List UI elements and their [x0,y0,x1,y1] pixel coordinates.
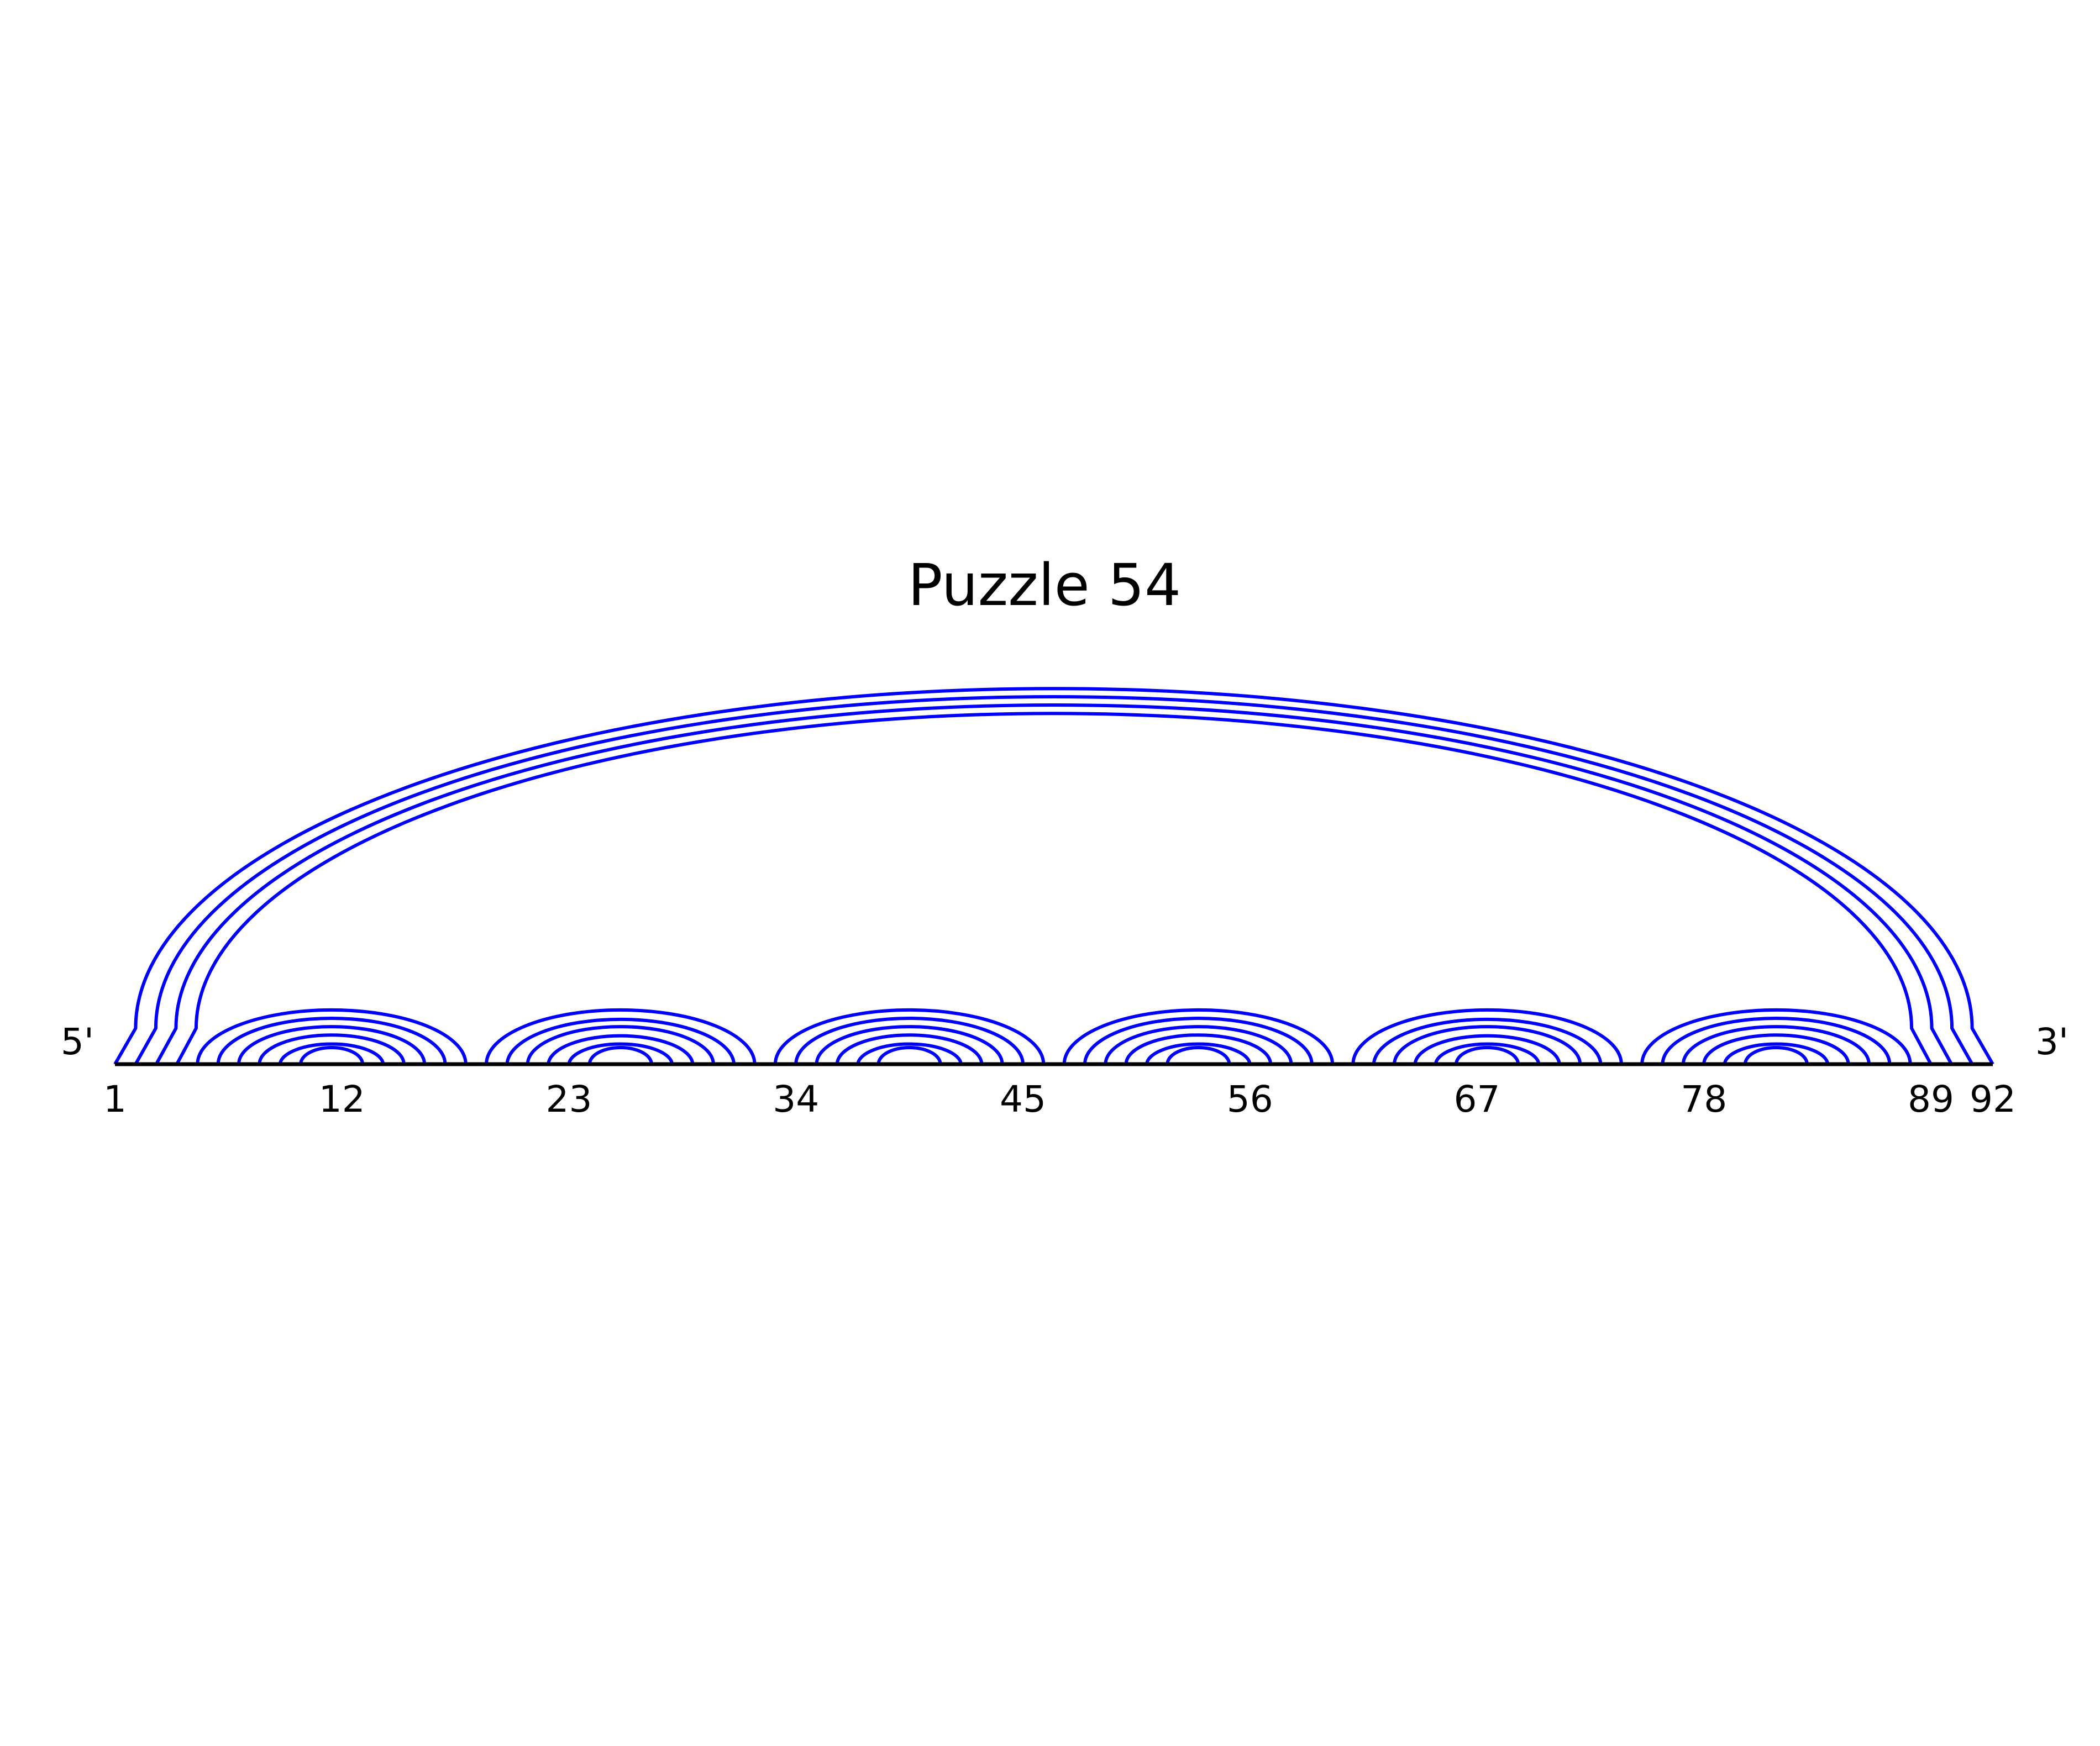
base-pair-arc-21-30 [526,1025,715,1065]
three-prime-label: 3' [2035,1021,2068,1063]
base-pair-arc-35-44 [815,1025,1004,1065]
base-pair-arc-65-70 [1434,1042,1541,1065]
base-pair-arc-38-41 [876,1046,942,1065]
base-pair-arc-7-16 [237,1025,427,1065]
base-pair-arc-1-92 [113,687,1994,1065]
base-pair-arc-20-31 [505,1017,736,1065]
base-pair-arc-3-90 [155,703,1953,1065]
base-pair-arc-33-46 [773,1008,1046,1065]
position-tick-labels: 1 12 23 34 45 56 67 78 89 92 [103,1078,2016,1121]
base-pair-arc-80-83 [1743,1046,1809,1065]
base-pair-arc-66-69 [1455,1046,1520,1065]
base-pair-arcs [113,687,1994,1065]
base-pair-arc-37-42 [856,1042,963,1065]
base-pair-arc-50-57 [1124,1033,1273,1065]
base-pair-arc-76-87 [1661,1017,1892,1065]
base-pair-arc-34-45 [794,1017,1025,1065]
base-pair-arc-5-18 [196,1008,468,1065]
base-pair-arc-6-17 [216,1017,447,1065]
base-pair-arc-49-58 [1104,1025,1293,1065]
base-pair-arc-19-32 [485,1008,757,1065]
tick-label-23: 23 [546,1078,592,1121]
diagram-title: Puzzle 54 [908,551,1181,619]
base-pair-arc-4-89 [175,712,1933,1065]
base-pair-arc-52-55 [1166,1046,1231,1065]
base-pair-arc-24-27 [587,1046,653,1065]
tick-label-92: 92 [1970,1078,2016,1121]
base-pair-arc-2-91 [134,695,1974,1065]
base-pair-arc-64-71 [1413,1034,1561,1065]
base-pair-arc-9-14 [278,1042,385,1065]
tick-label-1: 1 [103,1078,127,1121]
five-prime-label: 5' [61,1021,94,1063]
base-pair-arc-75-88 [1640,1008,1912,1065]
tick-label-78: 78 [1681,1078,1727,1121]
base-pair-arc-51-56 [1145,1042,1252,1065]
base-pair-arc-22-29 [547,1034,695,1065]
tick-label-67: 67 [1454,1078,1500,1121]
base-pair-arc-62-73 [1372,1017,1603,1065]
tick-label-56: 56 [1227,1078,1273,1121]
base-pair-arc-63-72 [1393,1025,1582,1065]
tick-label-34: 34 [773,1078,819,1121]
base-pair-arc-47-60 [1062,1008,1335,1065]
base-pair-arc-78-85 [1702,1033,1850,1065]
base-pair-arc-61-74 [1351,1008,1623,1065]
tick-label-89: 89 [1908,1078,1954,1121]
base-pair-arc-77-86 [1681,1025,1871,1065]
base-pair-arc-8-15 [258,1033,406,1065]
base-pair-arc-10-13 [299,1046,365,1065]
tick-label-12: 12 [319,1078,365,1121]
base-pair-arc-79-84 [1723,1042,1830,1065]
base-pair-arc-36-43 [835,1033,984,1065]
tick-label-45: 45 [1000,1078,1046,1121]
base-pair-arc-48-59 [1083,1017,1314,1065]
base-pair-arc-23-28 [567,1042,674,1065]
